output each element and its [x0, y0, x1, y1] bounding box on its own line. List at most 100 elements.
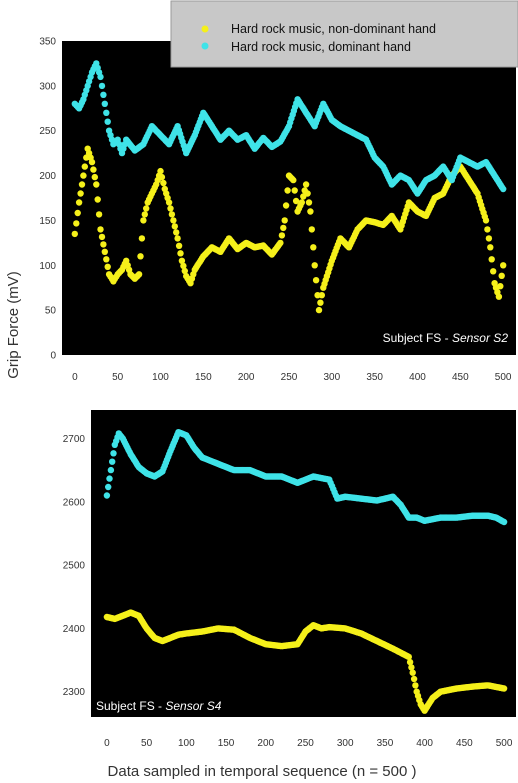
x-tick-label: 250: [297, 738, 314, 749]
y-tick-label: 300: [39, 81, 56, 92]
data-point-non-dominant-s2: [137, 253, 144, 260]
x-tick-label: 400: [409, 372, 426, 383]
data-point-non-dominant-s2: [281, 217, 288, 224]
data-point-non-dominant-s2: [170, 217, 177, 224]
data-point-non-dominant-s2: [298, 199, 305, 206]
series-marks-s4: [103, 429, 508, 714]
series-marks-s2: [71, 60, 507, 314]
data-point-non-dominant-s2: [104, 263, 111, 270]
data-point-non-dominant-s2: [277, 239, 284, 247]
y-tick-label: 100: [39, 261, 56, 272]
data-point-non-dominant-s2: [278, 232, 286, 239]
data-point-non-dominant-s2: [141, 211, 148, 218]
data-point-non-dominant-s2: [173, 229, 180, 236]
x-tick-label: 300: [337, 738, 354, 749]
data-point-non-dominant-s2: [90, 166, 97, 173]
data-point-non-dominant-s2: [497, 283, 504, 290]
data-point-non-dominant-s2: [490, 268, 497, 275]
data-point-dominant-s2: [104, 118, 111, 125]
x-tick-label: 150: [195, 372, 212, 383]
y-tick-label: 0: [50, 351, 56, 362]
data-point-non-dominant-s2: [177, 250, 184, 257]
y-axis-title: Grip Force (mV): [5, 271, 22, 379]
y-tick-label: 150: [39, 216, 56, 227]
legend-marker-dominant: [201, 42, 209, 50]
data-point-non-dominant-s2: [143, 205, 150, 212]
data-point-non-dominant-s2: [181, 267, 188, 275]
y-axis-ticks-s2: 0 50 100 150 200 250 300 350: [39, 37, 56, 362]
data-point-non-dominant-s2: [157, 167, 164, 175]
y-tick-label: 50: [45, 306, 57, 317]
x-axis-ticks-s2: 0 50 100 150 200 250 300 350 400 450 500: [72, 372, 512, 383]
data-point-non-dominant-s2: [318, 292, 325, 299]
data-point-non-dominant-s2: [93, 181, 100, 188]
data-point-non-dominant-s2: [495, 293, 503, 300]
data-point-non-dominant-s2: [317, 299, 324, 306]
data-point-dominant-s2: [103, 109, 110, 117]
data-point-non-dominant-s2: [73, 220, 80, 227]
data-point-non-dominant-s2: [310, 244, 317, 251]
data-point-non-dominant-s2: [290, 176, 297, 184]
data-point-non-dominant-s2: [304, 190, 311, 197]
x-tick-label: 50: [141, 738, 153, 749]
y-tick-label: 250: [39, 126, 56, 137]
x-tick-label: 400: [416, 738, 433, 749]
x-tick-label: 0: [72, 372, 78, 383]
data-point-non-dominant-s2: [174, 235, 181, 242]
data-point-non-dominant-s2: [88, 158, 96, 166]
data-point-non-dominant-s2: [488, 256, 495, 263]
data-point-non-dominant-s2: [135, 271, 143, 278]
data-point-non-dominant-s2: [140, 217, 147, 224]
x-tick-label: 450: [456, 738, 473, 749]
data-point-non-dominant-s2: [175, 242, 183, 249]
data-point-non-dominant-s2: [311, 262, 318, 269]
data-point-non-dominant-s4: [410, 675, 418, 683]
x-axis-ticks-s4: 0 50 100 150 200 250 300 350 400 450 500: [104, 738, 513, 749]
x-tick-label: 50: [112, 372, 124, 383]
data-point-dominant-s4: [110, 450, 117, 457]
data-point-non-dominant-s2: [158, 173, 166, 181]
data-point-non-dominant-s2: [168, 211, 176, 218]
data-point-non-dominant-s2: [485, 235, 493, 242]
x-tick-label: 350: [366, 372, 383, 383]
data-point-non-dominant-s2: [138, 235, 146, 242]
data-point-non-dominant-s2: [487, 244, 494, 251]
x-tick-label: 200: [257, 738, 274, 749]
data-point-non-dominant-s2: [98, 233, 106, 241]
data-point-dominant-s2: [100, 91, 107, 99]
x-tick-label: 300: [323, 372, 340, 383]
y-tick-label: 200: [39, 171, 56, 182]
x-axis-title: Data sampled in temporal sequence (n = 5…: [108, 763, 417, 780]
panel-label-s4: Subject FS - Sensor S4: [96, 699, 222, 713]
data-point-non-dominant-s2: [160, 179, 167, 187]
data-point-non-dominant-s2: [74, 209, 81, 217]
x-tick-label: 100: [178, 738, 195, 749]
data-point-non-dominant-s2: [312, 277, 320, 284]
data-point-non-dominant-s2: [171, 223, 178, 230]
data-point-non-dominant-s2: [78, 181, 86, 188]
data-point-non-dominant-s4: [405, 653, 412, 661]
data-point-non-dominant-s2: [315, 306, 323, 314]
chart-panel-sensor-s4: 2300 2400 2500 2600 2700 0 50 100 150 200 250 300 3…: [63, 410, 516, 749]
data-point-dominant-s4: [107, 466, 115, 474]
data-point-non-dominant-s2: [103, 256, 110, 263]
y-tick-label: 2300: [63, 687, 86, 698]
data-point-non-dominant-s2: [165, 199, 173, 206]
data-point-non-dominant-s2: [178, 257, 186, 264]
data-point-dominant-s4: [105, 483, 112, 491]
x-tick-label: 500: [495, 372, 512, 383]
data-point-non-dominant-s2: [167, 205, 174, 212]
data-point-non-dominant-s4: [406, 658, 414, 666]
data-point-non-dominant-s2: [307, 208, 314, 215]
data-point-non-dominant-s4: [500, 685, 508, 692]
data-point-dominant-s2: [97, 73, 104, 81]
data-point-non-dominant-s2: [482, 217, 490, 224]
data-point-non-dominant-s4: [409, 669, 416, 676]
y-tick-label: 2600: [63, 497, 86, 508]
legend-marker-non-dominant: [201, 25, 209, 33]
data-point-non-dominant-s2: [94, 196, 101, 203]
data-point-non-dominant-s2: [484, 226, 491, 233]
data-point-dominant-s4: [103, 492, 111, 499]
data-point-dominant-s4: [109, 458, 116, 465]
